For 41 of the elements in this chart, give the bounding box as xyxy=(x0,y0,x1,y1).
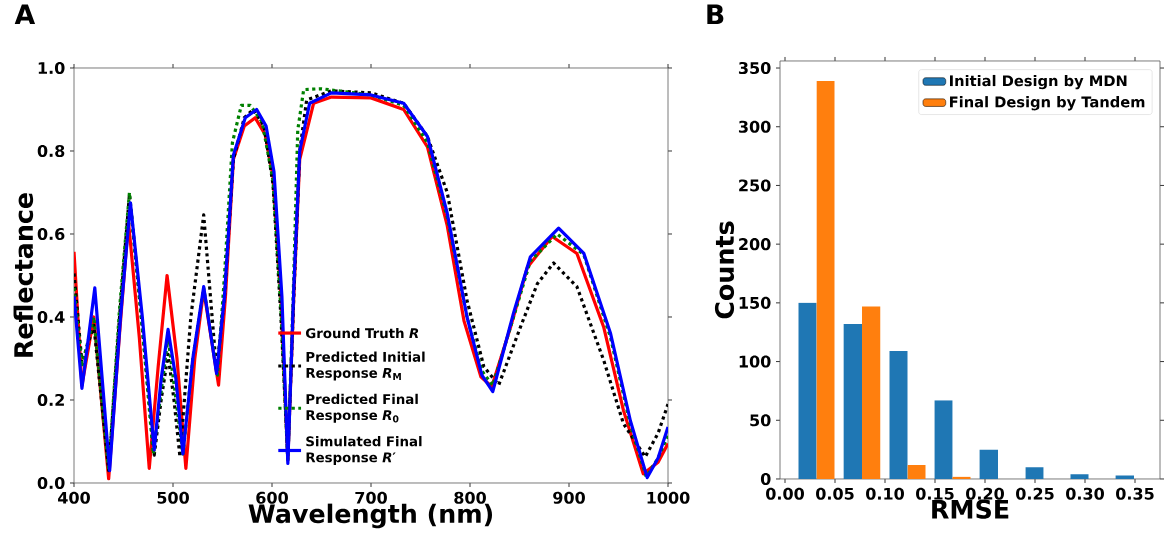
chart-title: B xyxy=(707,4,724,25)
legend-label: Initial Design by MDN xyxy=(950,74,1127,90)
y-tick-label: 1.0 xyxy=(38,61,65,75)
legend-label: Final Design by Tandem xyxy=(950,96,1145,111)
y-tick-label: 0.8 xyxy=(37,144,65,158)
x-axis-title: Wavelength (nm) xyxy=(248,503,493,529)
x-tick-label: 0.10 xyxy=(866,487,904,500)
chart-title: A xyxy=(14,4,36,24)
y-axis-title: Counts xyxy=(714,221,735,319)
y-tick-label: 0.4 xyxy=(37,310,65,324)
y-tick-label: 250 xyxy=(739,179,771,192)
x-tick-label: 0.00 xyxy=(766,487,804,500)
y-axis-title: Reflectance xyxy=(13,193,34,357)
x-tick-label: 0.35 xyxy=(1116,487,1154,500)
y-tick-label: 200 xyxy=(739,238,771,251)
x-tick-label: 0.30 xyxy=(1066,487,1104,500)
y-tick-label: 50 xyxy=(750,414,771,427)
legend-label: Predicted Final Response R$_{0}$ xyxy=(306,393,418,423)
y-tick-label: 0.6 xyxy=(37,227,65,241)
y-tick-label: 150 xyxy=(739,296,771,309)
x-tick-label: 0.25 xyxy=(1016,487,1054,500)
x-tick-label: 0.05 xyxy=(816,487,854,500)
y-tick-label: 100 xyxy=(739,355,771,368)
x-tick-label: 800 xyxy=(454,491,486,504)
y-tick-label: 300 xyxy=(738,120,771,133)
y-tick-label: 0 xyxy=(760,472,771,486)
x-tick-label: 600 xyxy=(256,491,288,504)
legend-label: Ground Truth R xyxy=(305,327,419,339)
y-tick-label: 350 xyxy=(738,61,771,75)
x-tick-label: 700 xyxy=(355,491,387,504)
y-tick-label: 0.0 xyxy=(37,476,65,490)
x-tick-label: 500 xyxy=(157,491,189,504)
legend-label: Simulated Final Response R′ xyxy=(306,436,422,465)
x-tick-label: 900 xyxy=(553,491,585,504)
y-tick-label: 0.2 xyxy=(37,393,64,407)
x-tick-label: 0.20 xyxy=(966,487,1004,500)
legend-label: Predicted Initial Response R$_{M}$ xyxy=(306,351,425,381)
x-axis-title: RMSE xyxy=(932,499,1009,519)
x-tick-label: 1000 xyxy=(647,491,690,504)
x-tick-label: 0.15 xyxy=(916,487,954,500)
x-tick-label: 400 xyxy=(58,491,90,504)
